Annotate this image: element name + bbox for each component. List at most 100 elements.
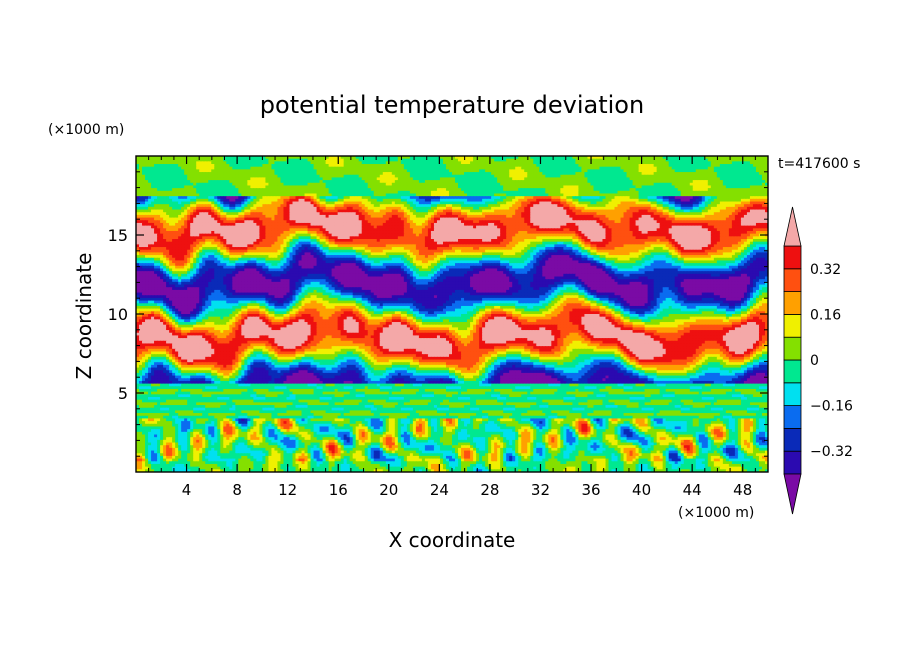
heatmap-cell	[442, 201, 447, 205]
heatmap-cell	[632, 156, 637, 160]
heatmap-cell	[277, 158, 282, 162]
heatmap-cell	[590, 182, 595, 187]
heatmap-cell	[208, 185, 212, 189]
heatmap-cell	[494, 161, 498, 165]
heatmap-cell	[316, 182, 321, 187]
heatmap-cell	[427, 169, 432, 173]
heatmap-cell	[569, 188, 573, 192]
heatmap-cell	[749, 166, 754, 170]
heatmap-cell	[701, 161, 706, 165]
heatmap-cell	[545, 182, 549, 187]
heatmap-cell	[665, 158, 670, 162]
heatmap-cell	[325, 188, 330, 192]
heatmap-cell	[436, 169, 441, 173]
heatmap-cell	[181, 156, 185, 160]
heatmap-cell	[253, 164, 257, 168]
heatmap-cell	[614, 177, 619, 181]
heatmap-cell	[692, 169, 697, 173]
heatmap-cell	[406, 193, 411, 197]
heatmap-cell	[650, 198, 655, 203]
heatmap-cell	[238, 198, 242, 203]
heatmap-cell	[304, 172, 309, 176]
heatmap-cell	[518, 180, 522, 184]
heatmap-cell	[304, 198, 309, 203]
heatmap-cell	[551, 161, 555, 165]
heatmap-cell	[710, 196, 715, 200]
heatmap-cell	[415, 174, 420, 179]
heatmap-cell	[707, 201, 712, 205]
heatmap-cell	[301, 166, 306, 170]
heatmap-cell	[310, 196, 315, 200]
heatmap-cell	[557, 156, 561, 160]
heatmap-cell	[286, 166, 291, 170]
heatmap-cell	[503, 188, 507, 192]
heatmap-cell	[467, 161, 471, 165]
heatmap-cell	[154, 182, 158, 187]
heatmap-cell	[749, 182, 754, 187]
heatmap-cell	[334, 172, 339, 176]
heatmap-cell	[418, 156, 423, 160]
heatmap-cell	[593, 190, 598, 195]
heatmap-cell	[728, 169, 733, 173]
heatmap-cell	[659, 174, 664, 179]
heatmap-cell	[680, 158, 685, 162]
heatmap-cell	[157, 180, 161, 184]
heatmap-cell	[349, 174, 354, 179]
heatmap-cell	[307, 156, 312, 160]
heatmap-cell	[211, 193, 215, 197]
heatmap-cell	[485, 169, 489, 173]
heatmap-cell	[220, 156, 224, 160]
heatmap-cell	[175, 198, 179, 203]
heatmap-cell	[214, 180, 218, 184]
heatmap-cell	[629, 172, 634, 176]
heatmap-cell	[394, 174, 399, 179]
heatmap-cell	[563, 188, 567, 192]
heatmap-cell	[635, 201, 640, 205]
heatmap-cell	[710, 166, 715, 170]
heatmap-cell	[605, 156, 610, 160]
heatmap-cell	[626, 169, 631, 173]
heatmap-cell	[500, 174, 504, 179]
heatmap-cell	[476, 188, 480, 192]
heatmap-cell	[506, 169, 510, 173]
heatmap-cell	[199, 196, 203, 200]
heatmap-cell	[328, 190, 333, 195]
heatmap-cell	[163, 161, 167, 165]
heatmap-cell	[196, 196, 200, 200]
heatmap-cell	[458, 182, 462, 187]
heatmap-cell	[599, 161, 604, 165]
heatmap-cell	[442, 164, 447, 168]
heatmap-cell	[545, 169, 549, 173]
heatmap-cell	[524, 182, 528, 187]
heatmap-cell	[352, 164, 357, 168]
heatmap-cell	[674, 156, 679, 160]
heatmap-cell	[394, 185, 399, 189]
heatmap-cell	[319, 185, 324, 189]
heatmap-cell	[659, 185, 664, 189]
heatmap-cell	[139, 201, 143, 205]
heatmap-cell	[277, 188, 282, 192]
heatmap-cell	[491, 193, 495, 197]
heatmap-cell	[178, 198, 182, 203]
heatmap-cell	[307, 180, 312, 184]
heatmap-cell	[554, 190, 558, 195]
heatmap-cell	[461, 156, 465, 160]
heatmap-cell	[223, 172, 227, 176]
heatmap-cell	[286, 177, 291, 181]
heatmap-cell	[298, 201, 303, 205]
heatmap-cell	[157, 188, 161, 192]
heatmap-cell	[262, 164, 267, 168]
heatmap-cell	[488, 193, 492, 197]
heatmap-cell	[515, 169, 519, 173]
heatmap-cell	[346, 166, 351, 170]
heatmap-cell	[635, 185, 640, 189]
heatmap-cell	[749, 161, 754, 165]
heatmap-cell	[635, 193, 640, 197]
heatmap-cell	[385, 193, 390, 197]
heatmap-cell	[361, 185, 366, 189]
heatmap-cell	[692, 172, 697, 176]
heatmap-cell	[226, 166, 230, 170]
heatmap-cell	[626, 190, 631, 195]
heatmap-cell	[217, 196, 221, 200]
heatmap-cell	[379, 198, 384, 203]
